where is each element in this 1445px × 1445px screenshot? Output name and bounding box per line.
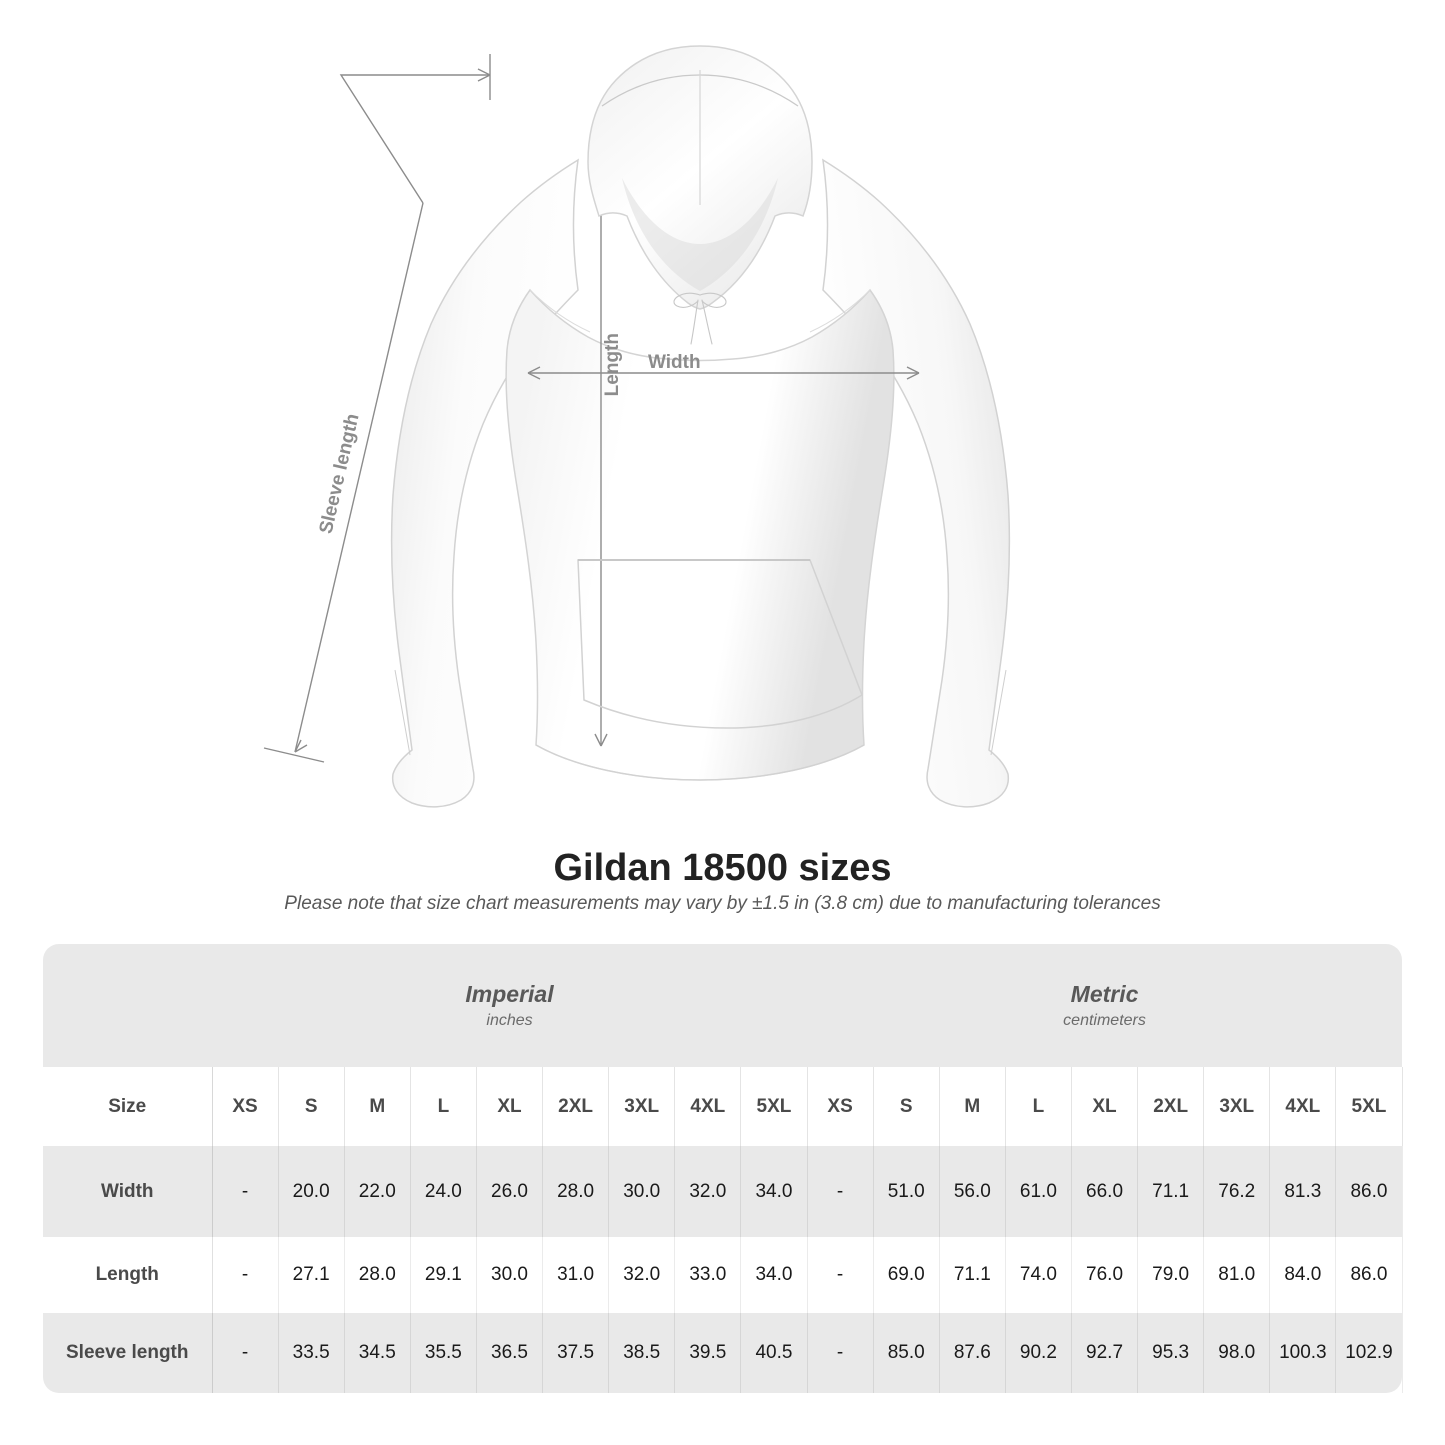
svg-text:Sleeve length: Sleeve length (316, 412, 364, 536)
svg-text:Width: Width (648, 352, 701, 373)
svg-text:Length: Length (602, 333, 623, 396)
